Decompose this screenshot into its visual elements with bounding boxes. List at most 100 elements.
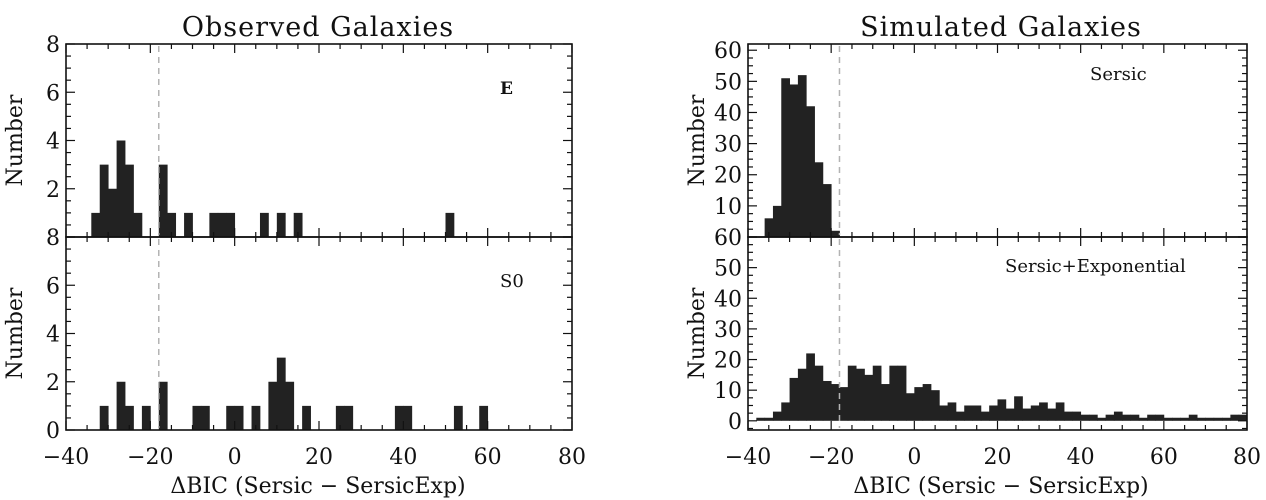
histogram-bar: [964, 405, 973, 421]
plot-frame: [65, 236, 573, 431]
histogram-bar: [1197, 417, 1206, 421]
title-observed-galaxies: Observed Galaxies: [182, 12, 454, 43]
x-tick-label: 20: [984, 445, 1012, 470]
x-tick-label: 80: [1233, 445, 1261, 470]
x-tick-label: −40: [43, 445, 89, 470]
histogram-bar: [453, 405, 463, 431]
histogram-bar: [394, 405, 404, 431]
y-tick-label: 40: [714, 101, 742, 126]
y-tick-label: 0: [728, 410, 742, 435]
histogram-bar: [125, 405, 134, 431]
histogram-bar: [1055, 402, 1065, 421]
y-tick-label: 8: [46, 33, 60, 58]
xlabel-observed: ΔBIC (Sersic − SersicExp): [170, 474, 465, 499]
y-tick-label: 20: [714, 349, 742, 374]
y-tick-label: 2: [46, 178, 60, 203]
panel-annotation: S0: [500, 271, 524, 292]
y-tick-label: 2: [46, 371, 60, 396]
histogram-bar: [344, 405, 354, 431]
histogram-bar: [1080, 414, 1090, 421]
panels-group: 2 4 6 8 Number E 0 2 4 6 8 −40 −20 0 20 40 60 80 Number S0 1…: [3, 33, 1261, 470]
histogram-bar: [158, 381, 168, 430]
histogram-bar: [1022, 408, 1032, 421]
x-tick-label: −40: [725, 445, 771, 470]
panel-1: 0 2 4 6 8 −40 −20 0 20 40 60 80 Number S0: [3, 226, 586, 470]
x-tick-label: 20: [305, 445, 333, 470]
histogram-bar: [108, 188, 117, 237]
histogram-bar: [217, 212, 227, 238]
y-tick-label: 50: [714, 257, 742, 282]
histogram-bar: [939, 405, 948, 421]
histogram-bar: [1088, 414, 1098, 421]
histogram-bar: [955, 411, 965, 421]
histogram-bar: [806, 106, 815, 237]
histogram-bar: [989, 405, 998, 421]
x-tick-label: 40: [389, 445, 417, 470]
histogram-bar: [445, 212, 455, 238]
histogram-bar: [764, 417, 774, 421]
histogram-bar: [293, 212, 303, 238]
histogram-bar: [856, 368, 865, 421]
histogram-bar: [1039, 402, 1048, 421]
y-tick-label: 0: [46, 419, 60, 444]
y-axis-label: Number: [685, 94, 710, 186]
x-tick-label: 60: [1150, 445, 1178, 470]
histogram-bar: [125, 164, 134, 238]
histogram-bar: [906, 393, 915, 421]
y-tick-label: 8: [46, 226, 60, 251]
panel-annotation: Sersic: [1090, 64, 1147, 85]
histogram-bar: [822, 184, 832, 237]
histogram-bar: [947, 402, 957, 421]
histogram-bar: [1072, 411, 1082, 421]
histogram-bar: [1172, 417, 1181, 421]
histogram-bar: [226, 212, 236, 238]
y-tick-label: 30: [714, 133, 742, 158]
y-tick-label: 4: [46, 130, 60, 155]
y-axis-label: Number: [685, 287, 710, 379]
histogram-bar: [1005, 408, 1015, 421]
histogram-bar: [922, 384, 932, 421]
histogram-bar: [184, 212, 193, 238]
x-tick-label: −20: [808, 445, 854, 470]
y-tick-label: 10: [714, 379, 742, 404]
plot-frame: [65, 43, 573, 238]
histogram-bar: [302, 405, 311, 431]
histogram-bar: [1138, 417, 1148, 421]
histogram-bar: [116, 381, 126, 430]
histogram-bar: [889, 365, 899, 421]
histogram-bar: [335, 405, 345, 431]
title-simulated-galaxies: Simulated Galaxies: [860, 12, 1142, 43]
histogram-bar: [897, 365, 907, 421]
histogram-bar: [756, 417, 766, 421]
y-tick-label: 6: [46, 274, 60, 299]
histogram-bar: [1130, 414, 1140, 421]
histogram-bar: [1105, 414, 1115, 421]
y-tick-label: 50: [714, 70, 742, 95]
panel-2: 10 20 30 40 50 60 Number Sersic: [685, 39, 1248, 238]
panel-annotation: E: [500, 79, 513, 99]
histogram-bar: [234, 405, 244, 431]
histogram-bar: [276, 357, 286, 431]
histogram-bar: [285, 381, 295, 430]
histogram-bar: [1222, 417, 1231, 421]
histogram-bar: [914, 387, 924, 421]
histogram-bar: [158, 164, 168, 238]
histogram-bar: [1064, 411, 1073, 421]
histogram-bar: [972, 405, 982, 421]
y-axis-label: Number: [3, 287, 28, 379]
y-tick-label: 6: [46, 81, 60, 106]
y-axis-label: Number: [3, 94, 28, 186]
histogram-bar: [772, 205, 782, 237]
histogram-bar: [167, 212, 177, 238]
histogram-bar: [116, 140, 126, 237]
histogram-bar: [268, 381, 278, 430]
x-tick-label: 0: [907, 445, 921, 470]
histogram-bar: [1147, 414, 1156, 421]
y-tick-label: 4: [46, 323, 60, 348]
histogram-bar: [814, 162, 824, 237]
histogram-bar: [797, 75, 807, 237]
panel-0: 2 4 6 8 Number E: [3, 33, 573, 238]
y-tick-label: 40: [714, 287, 742, 312]
histogram-bar: [831, 384, 840, 421]
